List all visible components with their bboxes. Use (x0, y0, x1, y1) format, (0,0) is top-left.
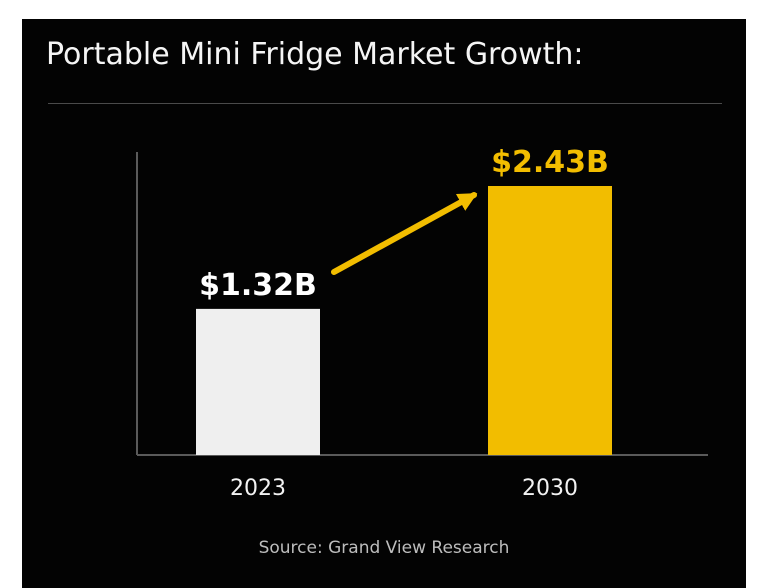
category-label-2023: 2023 (230, 476, 286, 501)
value-label-2030: $2.43B (491, 145, 609, 180)
chart-title: Portable Mini Fridge Market Growth: (46, 37, 584, 72)
source-note: Source: Grand View Research (258, 538, 510, 558)
value-label-2023: $1.32B (199, 268, 317, 303)
bar-2023 (196, 308, 320, 455)
growth-arrow (331, 192, 478, 275)
bar-chart: $1.32B $2.43B 2023 2030 (136, 145, 708, 501)
category-label-2030: 2030 (522, 476, 578, 501)
chart-panel: Portable Mini Fridge Market Growth: $1.3… (22, 19, 746, 588)
bar-2030 (488, 186, 612, 455)
title-divider (48, 103, 722, 104)
